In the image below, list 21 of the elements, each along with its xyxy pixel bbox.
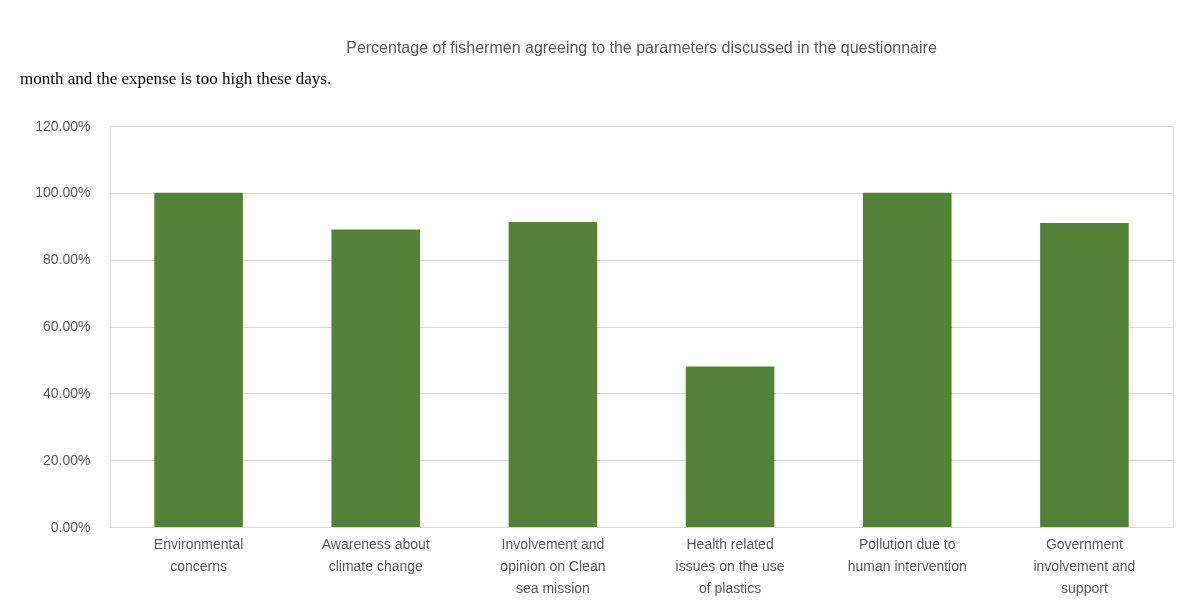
y-tick-label: 60.00% [43, 318, 91, 334]
x-tick-label: Involvement and opinion on Clean sea mission [500, 535, 606, 596]
x-tick-label: Health related issues on the use of plastics [675, 535, 785, 596]
chart-title: Percentage of fishermen agreeing to the parameters discussed in the questionnaire [346, 39, 937, 56]
bar [1040, 222, 1129, 527]
x-tick-label: Environmental concerns [153, 535, 244, 574]
y-tick-label: 0.00% [50, 518, 91, 535]
y-tick-label: 100.00% [35, 184, 91, 201]
x-tick-label: Pollution due to human intervention [847, 535, 967, 574]
y-tick-label: 20.00% [43, 451, 91, 468]
bar [508, 221, 598, 527]
x-tick-label: Awareness about climate change [321, 535, 430, 574]
y-tick-label: 40.00% [43, 384, 91, 401]
text: month and the expense is too high these days. [20, 69, 332, 88]
y-tick-label: 80.00% [43, 251, 91, 268]
bar [685, 366, 775, 527]
bar [154, 192, 243, 527]
x-tick-label: Government involvement and support [1033, 535, 1136, 596]
y-tick-label: 120.00% [35, 117, 91, 134]
bar [331, 229, 421, 527]
bar [862, 192, 952, 527]
